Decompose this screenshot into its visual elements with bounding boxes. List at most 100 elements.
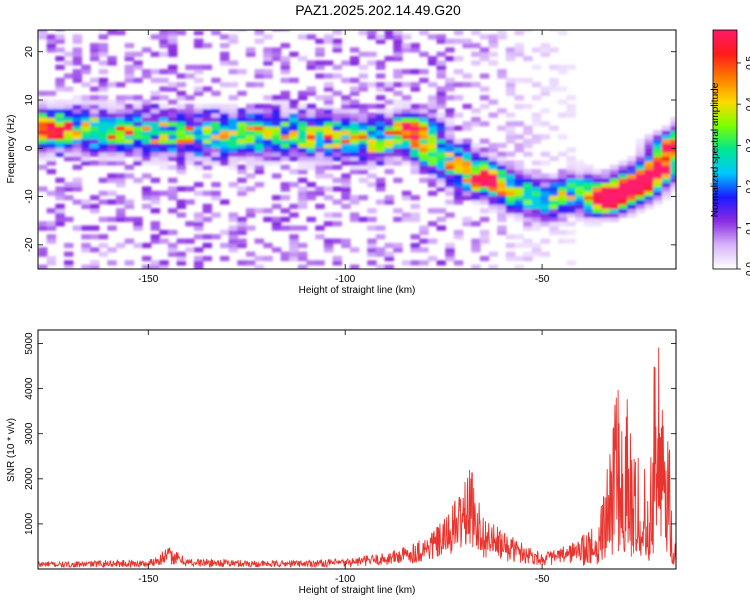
spectrogram-cell: [627, 177, 637, 183]
spectrogram-cell: [107, 173, 117, 179]
spectrogram-cell: [159, 142, 169, 149]
spectrogram-cell: [514, 186, 524, 192]
spectrogram-cell: [488, 182, 499, 188]
spectrogram-cell: [618, 190, 628, 196]
spectrogram-cell: [55, 77, 65, 83]
spectrogram-cell: [315, 129, 325, 136]
spectrogram-cell: [315, 234, 325, 240]
spectrogram-cell: [393, 125, 403, 131]
spectrogram-cell: [410, 69, 421, 75]
spectrogram-cell: [419, 116, 429, 123]
spectrogram-cell: [583, 199, 594, 205]
spectrogram-cell: [375, 108, 386, 114]
spectrogram-cell: [107, 60, 117, 66]
spectrogram-cell: [150, 234, 161, 240]
spectrogram-cell: [341, 95, 351, 101]
spectrogram-cell: [419, 151, 429, 157]
spectrogram-cell: [332, 116, 343, 123]
spectrogram-cell: [497, 177, 507, 183]
spectrogram-cell: [38, 138, 48, 144]
spectrogram-cell: [540, 121, 550, 127]
spectrogram-cell: [193, 69, 204, 75]
spectrogram-cell: [471, 160, 481, 166]
spectrogram-cell: [592, 199, 602, 205]
spectrogram-cell: [115, 151, 126, 157]
spectrogram-cell: [150, 95, 161, 101]
spectrogram-cell: [609, 203, 620, 209]
spectrogram-cell: [167, 112, 178, 118]
spectrogram-cell: [653, 186, 663, 192]
spectrogram-cell: [38, 156, 48, 162]
spectrogram-cell: [81, 160, 91, 166]
spectrogram-cell: [367, 34, 377, 40]
spectrogram-cell: [237, 129, 247, 136]
spectrogram-cell: [193, 103, 204, 110]
spectrogram-cell: [479, 56, 490, 62]
spectrogram-cell: [323, 160, 334, 166]
spectrogram-cell: [133, 242, 143, 249]
spectrogram-cell: [202, 173, 213, 179]
spectrogram-cell: [63, 151, 74, 157]
spectrogram-cell: [124, 216, 135, 222]
spectrogram-cell: [505, 208, 516, 214]
spectrogram-cell: [38, 225, 48, 231]
spectrogram-cell: [297, 108, 308, 114]
spectrogram-cell: [471, 151, 481, 157]
spectrogram-cell: [193, 221, 204, 227]
spectrogram-cell: [107, 151, 117, 157]
spectrogram-cell: [601, 203, 611, 209]
spectrogram-cell: [540, 195, 550, 201]
spectrogram-cell: [453, 260, 464, 266]
spectrogram-cell: [453, 125, 464, 131]
spectrogram-cell: [557, 229, 568, 236]
spectrogram-cell: [219, 108, 230, 114]
spectrogram-cell: [124, 73, 135, 79]
spectrogram-cell: [63, 51, 74, 57]
spectrogram-cell: [72, 186, 83, 192]
spectrogram-cell: [46, 134, 57, 140]
spectrogram-cell: [661, 142, 672, 149]
x-tick-label: -100: [335, 274, 355, 285]
spectrogram-cell: [237, 134, 247, 140]
spectrogram-cell: [627, 160, 637, 166]
spectrogram-cell: [592, 190, 602, 196]
spectrogram-cell: [471, 30, 481, 36]
spectrogram-cell: [436, 99, 447, 105]
spectrogram-cell: [488, 190, 499, 196]
spectrogram-cell: [436, 112, 447, 118]
spectrogram-cell: [419, 164, 429, 170]
spectrogram-cell: [124, 51, 135, 57]
spectrogram-cell: [635, 147, 646, 153]
spectrogram-cell: [228, 38, 239, 44]
spectrogram-cell: [193, 147, 204, 153]
spectrogram-cell: [202, 103, 213, 110]
spectrogram-cell: [211, 103, 221, 110]
spectrogram-cell: [427, 255, 438, 262]
spectrogram-cell: [211, 147, 221, 153]
y-tick-label: 1000: [24, 512, 35, 535]
spectrogram-cell: [393, 43, 403, 49]
spectrogram-cell: [557, 86, 568, 92]
spectrogram-cell: [81, 142, 91, 149]
spectrogram-cell: [306, 190, 317, 196]
spectrogram-cell: [72, 103, 83, 110]
spectrogram-cell: [427, 142, 438, 149]
spectrogram-cell: [271, 151, 282, 157]
spectrogram-cell: [254, 160, 265, 166]
spectrogram-cell: [505, 212, 516, 218]
spectrogram-cell: [471, 82, 481, 88]
spectrogram-cell: [332, 30, 343, 36]
spectrogram-cell: [141, 242, 152, 249]
spectrogram-cell: [228, 151, 239, 157]
spectrogram-cell: [514, 164, 524, 170]
spectrogram-cell: [384, 138, 395, 144]
spectrogram-cell: [653, 190, 663, 196]
snr-x-axis-label: Height of straight line (km): [299, 585, 416, 596]
spectrogram-cell: [150, 138, 161, 144]
spectrogram-cell: [427, 182, 438, 188]
spectrogram-cell: [306, 260, 317, 266]
spectrogram-cell: [81, 95, 91, 101]
spectrogram-cell: [193, 260, 204, 266]
spectrogram-cell: [159, 134, 169, 140]
